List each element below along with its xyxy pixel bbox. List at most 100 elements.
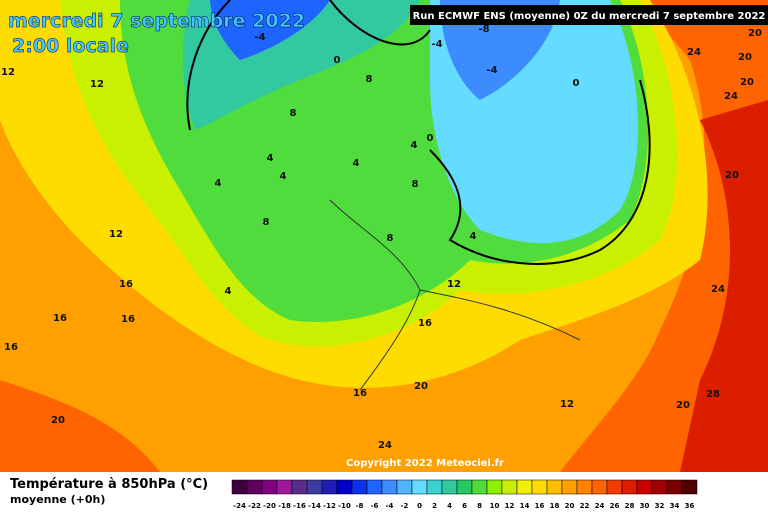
colorbar-tick-label: 6 [462,502,467,510]
contour-label: 8 [412,179,419,190]
colorbar-swatch [516,479,533,495]
colorbar: -24 -22 -20 -18 -16 -14 -12 -10 -8 -6 -4 -2 0 2 4 6 8 10 1… [231,479,698,510]
colorbar-tick-label: 16 [535,502,545,510]
colorbar-swatch [576,479,593,495]
colorbar-tick-label: 32 [655,502,665,510]
contour-label: -4 [431,39,442,50]
contour-label: 16 [418,318,432,329]
colorbar-tick-label: -4 [386,502,394,510]
zero-isotherm-west [186,0,431,131]
colorbar-swatch [471,479,488,495]
run-banner [410,5,768,25]
colorbar-swatch [486,479,503,495]
colorbar-tick-label: -16 [293,502,306,510]
colorbar-swatch [636,479,653,495]
colorbar-swatch [366,479,383,495]
colorbar-tick-label: 0 [417,502,422,510]
colorbar-swatch [531,479,548,495]
contour-label: 16 [353,388,367,399]
colorbar-swatch [651,479,668,495]
colorbar-tick-label: 24 [595,502,605,510]
very-cold-nw [210,0,330,60]
colorbar-tick-label: 22 [580,502,590,510]
contour-label: 8 [263,217,270,228]
colorbar-swatch [621,479,638,495]
contour-label: 20 [676,400,690,411]
contour-label: 0 [573,78,580,89]
colorbar-tick-label: -14 [308,502,321,510]
title-time: 2:00 locale [12,35,129,57]
colorbar-tick-label: -24 [233,502,246,510]
colorbar-swatch [501,479,518,495]
colorbar-tick-label: -2 [401,502,409,510]
colorbar-swatch [246,479,263,495]
contour-label: 8 [387,233,394,244]
contour-label: 12 [560,399,574,410]
colorbar-swatch [441,479,458,495]
colorbar-swatch [396,479,413,495]
colorbar-swatch [231,479,248,495]
colorbar-swatch [561,479,578,495]
colorbar-tick-label: 2 [432,502,437,510]
contour-label: 4 [470,231,477,242]
warm-sw [0,380,160,472]
colorbar-tick-label: 10 [490,502,500,510]
contour-label: 20 [725,170,739,181]
contour-label: 24 [724,91,738,102]
colorbar-tick-label: 14 [520,502,530,510]
contour-label: 12 [447,279,461,290]
colorbar-tick-label: 30 [640,502,650,510]
colorbar-tick-label: 12 [505,502,515,510]
contour-label: 24 [687,47,701,58]
colorbar-swatch [321,479,338,495]
colorbar-swatch [336,479,353,495]
colorbar-swatch [681,479,698,495]
colorbar-swatch [591,479,608,495]
colorbar-tick-label: 4 [447,502,452,510]
run-info: Run ECMWF ENS (moyenne) 0Z du mercredi 7… [413,11,766,22]
contour-label: 12 [1,67,15,78]
colorbar-swatch [276,479,293,495]
contour-label: 20 [738,52,752,63]
colorbar-swatch [306,479,323,495]
contour-label: 20 [51,415,65,426]
legend-title: Température à 850hPa (°C) [10,477,208,492]
contour-label: 24 [378,440,392,451]
contour-label: 24 [711,284,725,295]
coastlines [329,199,581,391]
copyright: Copyright 2022 Meteociel.fr [346,458,504,469]
contour-label: 20 [740,77,754,88]
contour-label: 4 [411,140,418,151]
title-date: mercredi 7 septembre 2022 [8,10,305,32]
contour-label: 16 [119,279,133,290]
contour-label: 16 [121,314,135,325]
colorbar-tick-label: -12 [323,502,336,510]
contour-label: 20 [748,28,762,39]
contour-label: 20 [414,381,428,392]
colorbar-tick-label: 20 [565,502,575,510]
colorbar-swatch [606,479,623,495]
colorbar-swatch [381,479,398,495]
contour-label: -8 [478,24,489,35]
contour-label: 8 [290,108,297,119]
contour-label: 4 [267,153,274,164]
colorbar-swatch [666,479,683,495]
contour-label: 4 [215,178,222,189]
colorbar-tick-label: 36 [685,502,695,510]
colorbar-tick-label: 26 [610,502,620,510]
legend-subtitle: moyenne (+0h) [10,493,105,506]
contour-label: 16 [4,342,18,353]
colorbar-tick-label: 28 [625,502,635,510]
contour-label: -4 [254,32,265,43]
colorbar-tick-label: 8 [477,502,482,510]
contour-label: 16 [53,313,67,324]
contour-label: 4 [353,158,360,169]
contour-label: 4 [225,286,232,297]
contour-label: -4 [486,65,497,76]
zero-isotherm [429,79,651,265]
colorbar-tick-label: -20 [263,502,276,510]
contour-label: 0 [334,55,341,66]
